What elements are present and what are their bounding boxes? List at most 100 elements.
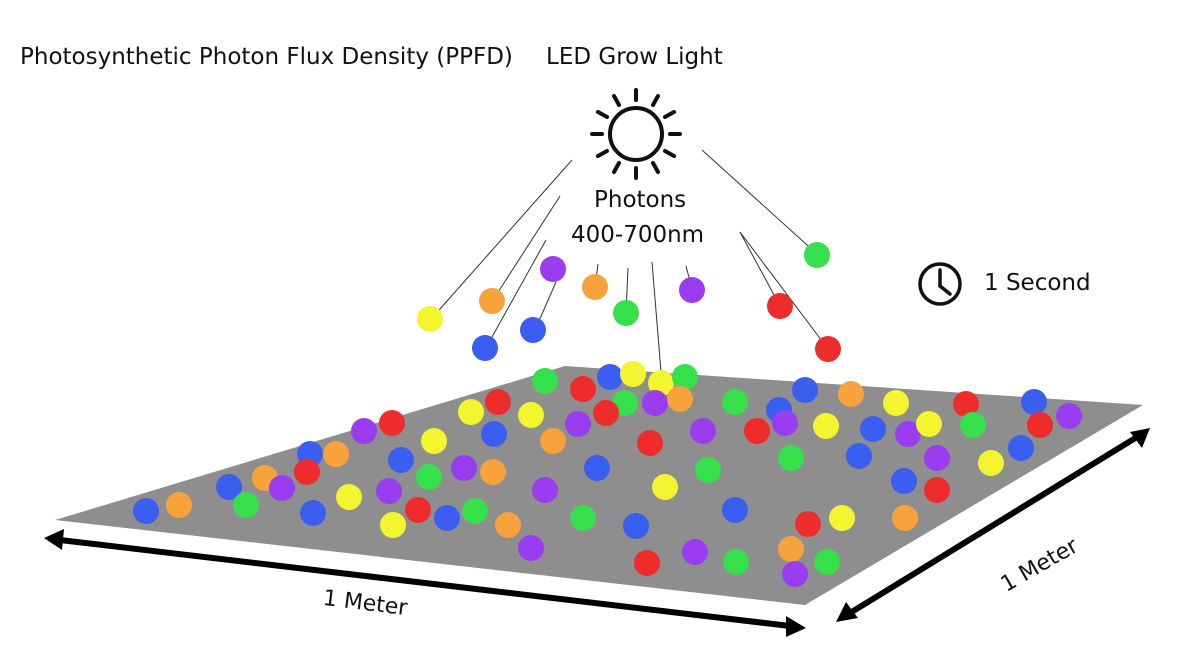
photon-purple [565,411,591,437]
photon-trail [431,159,573,319]
photon-orange [479,288,505,314]
photon-blue [891,468,917,494]
photon-yellow [417,306,443,332]
photon-trail [739,231,781,307]
photon-green [960,412,986,438]
photon-blue [597,364,623,390]
photon-purple [1056,403,1082,429]
photon-orange [323,441,349,467]
photon-purple [540,256,566,282]
photon-blue [860,416,886,442]
photon-yellow [648,370,674,396]
photon-red [953,391,979,417]
depth-dimension-arrow [836,428,1150,622]
photon-yellow [916,411,942,437]
photon-red [815,336,841,362]
photon-red [570,376,596,402]
photon-purple [518,535,544,561]
photon-yellow [518,402,544,428]
photon-orange [166,492,192,518]
diagram-title: Photosynthetic Photon Flux Density (PPFD… [20,44,513,70]
photon-red [795,511,821,537]
photon-green [672,364,698,390]
photon-orange [778,536,804,562]
photon-blue [584,455,610,481]
photon-trail [739,231,829,350]
photon-red [405,497,431,523]
photon-yellow [458,399,484,425]
photon-green [722,389,748,415]
photon-green [814,549,840,575]
photon-dots [133,242,1082,587]
photon-yellow [652,474,678,500]
photon-orange [495,512,521,538]
photon-purple [532,477,558,503]
photon-red [593,400,619,426]
photon-purple [269,475,295,501]
photon-purple [679,277,705,303]
photon-purple [642,390,668,416]
photon-green [804,242,830,268]
photon-red [924,477,950,503]
photon-purple [376,478,402,504]
photon-green [570,505,596,531]
photon-blue [472,335,498,361]
photon-yellow [813,413,839,439]
photon-blue [846,443,872,469]
photon-purple [682,539,708,565]
photon-red [634,550,660,576]
photon-green [462,498,488,524]
width-label: 1 Meter [322,586,410,621]
photon-purple [772,410,798,436]
photons-label: Photons [594,187,687,213]
photon-blue [434,505,460,531]
photon-green [778,445,804,471]
photon-orange [582,274,608,300]
photon-green [723,549,749,575]
photon-orange [838,381,864,407]
light-source-label: LED Grow Light [546,44,723,70]
photon-blue [216,474,242,500]
photon-green [532,368,558,394]
clock-icon [918,262,962,306]
photon-blue [792,377,818,403]
photon-orange [540,428,566,454]
photon-blue [1008,435,1034,461]
photon-yellow [978,450,1004,476]
photon-green [613,300,639,326]
photon-blue [300,500,326,526]
photon-blue [722,497,748,523]
photon-blue [388,447,414,473]
photon-trail [701,149,818,255]
photon-red [379,410,405,436]
photon-trails [431,149,829,385]
photon-blue [1021,389,1047,415]
photon-purple [895,421,921,447]
photon-red [1027,412,1053,438]
photon-yellow [829,505,855,531]
photon-trail [492,195,561,301]
photon-red [767,293,793,319]
photon-trail [651,261,663,385]
photon-purple [351,418,377,444]
photon-green [416,464,442,490]
photon-yellow [380,512,406,538]
photon-orange [667,386,693,412]
photon-purple [924,445,950,471]
photon-blue [520,317,546,343]
photon-red [485,389,511,415]
wavelength-range-label: 400-700nm [571,222,705,248]
depth-label: 1 Meter [997,533,1084,597]
photon-purple [451,455,477,481]
photon-green [233,492,259,518]
photon-blue [481,421,507,447]
photon-red [294,459,320,485]
photon-blue [133,498,159,524]
photon-green [695,457,721,483]
duration-label: 1 Second [984,270,1091,296]
width-dimension-arrow [44,529,806,637]
photon-blue [623,513,649,539]
photon-yellow [336,484,362,510]
photon-yellow [883,390,909,416]
photon-trail [486,239,547,347]
